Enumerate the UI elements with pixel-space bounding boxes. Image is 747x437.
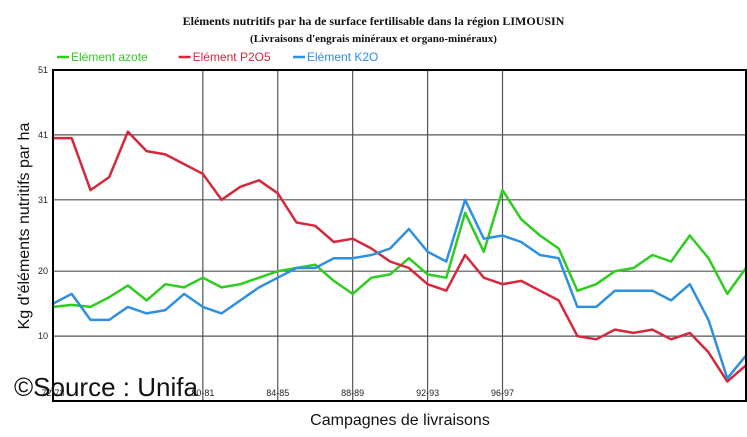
y-tick-label: 10: [38, 331, 48, 341]
y-tick-label: 20: [38, 266, 48, 276]
source-watermark: ©Source : Unifa: [14, 372, 198, 402]
x-tick-label: 96-97: [491, 388, 514, 398]
y-tick-label: 41: [38, 130, 48, 140]
x-tick-label: 92-93: [416, 388, 439, 398]
y-tick-label: 31: [38, 195, 48, 205]
x-tick-label: 72-73: [41, 388, 64, 398]
x-tick-label: 88-89: [341, 388, 364, 398]
y-axis-ticks: 51 41 31 20 10: [38, 65, 48, 341]
y-axis-title: Kg d'éléments nutritifs par ha: [16, 123, 33, 330]
legend-label: Elément P2O5: [193, 50, 271, 64]
legend-label: Elément azote: [71, 50, 148, 64]
legend-label: Elément K2O: [307, 50, 378, 64]
series-line: [51, 198, 747, 380]
x-tick-label: 84-85: [266, 388, 289, 398]
x-tick-label: 80-81: [191, 388, 214, 398]
x-axis-title: Campagnes de livraisons: [310, 412, 490, 429]
chart-subtitle: (Livraisons d'engrais minéraux et organo…: [250, 33, 497, 45]
plot-area-border: [52, 69, 747, 402]
series-line: [51, 130, 747, 383]
chart-title: Eléments nutritifs par ha de surface fer…: [182, 14, 565, 28]
plot-area-background: [53, 70, 746, 401]
series-lines: [51, 130, 747, 383]
series-line: [51, 188, 747, 309]
y-tick-label: 51: [38, 65, 48, 75]
legend: Elément azote Elément P2O5 Elément K2O: [57, 50, 378, 64]
x-axis-ticks: 72-7380-8184-8588-8992-9396-9700-0104-05…: [41, 388, 514, 398]
